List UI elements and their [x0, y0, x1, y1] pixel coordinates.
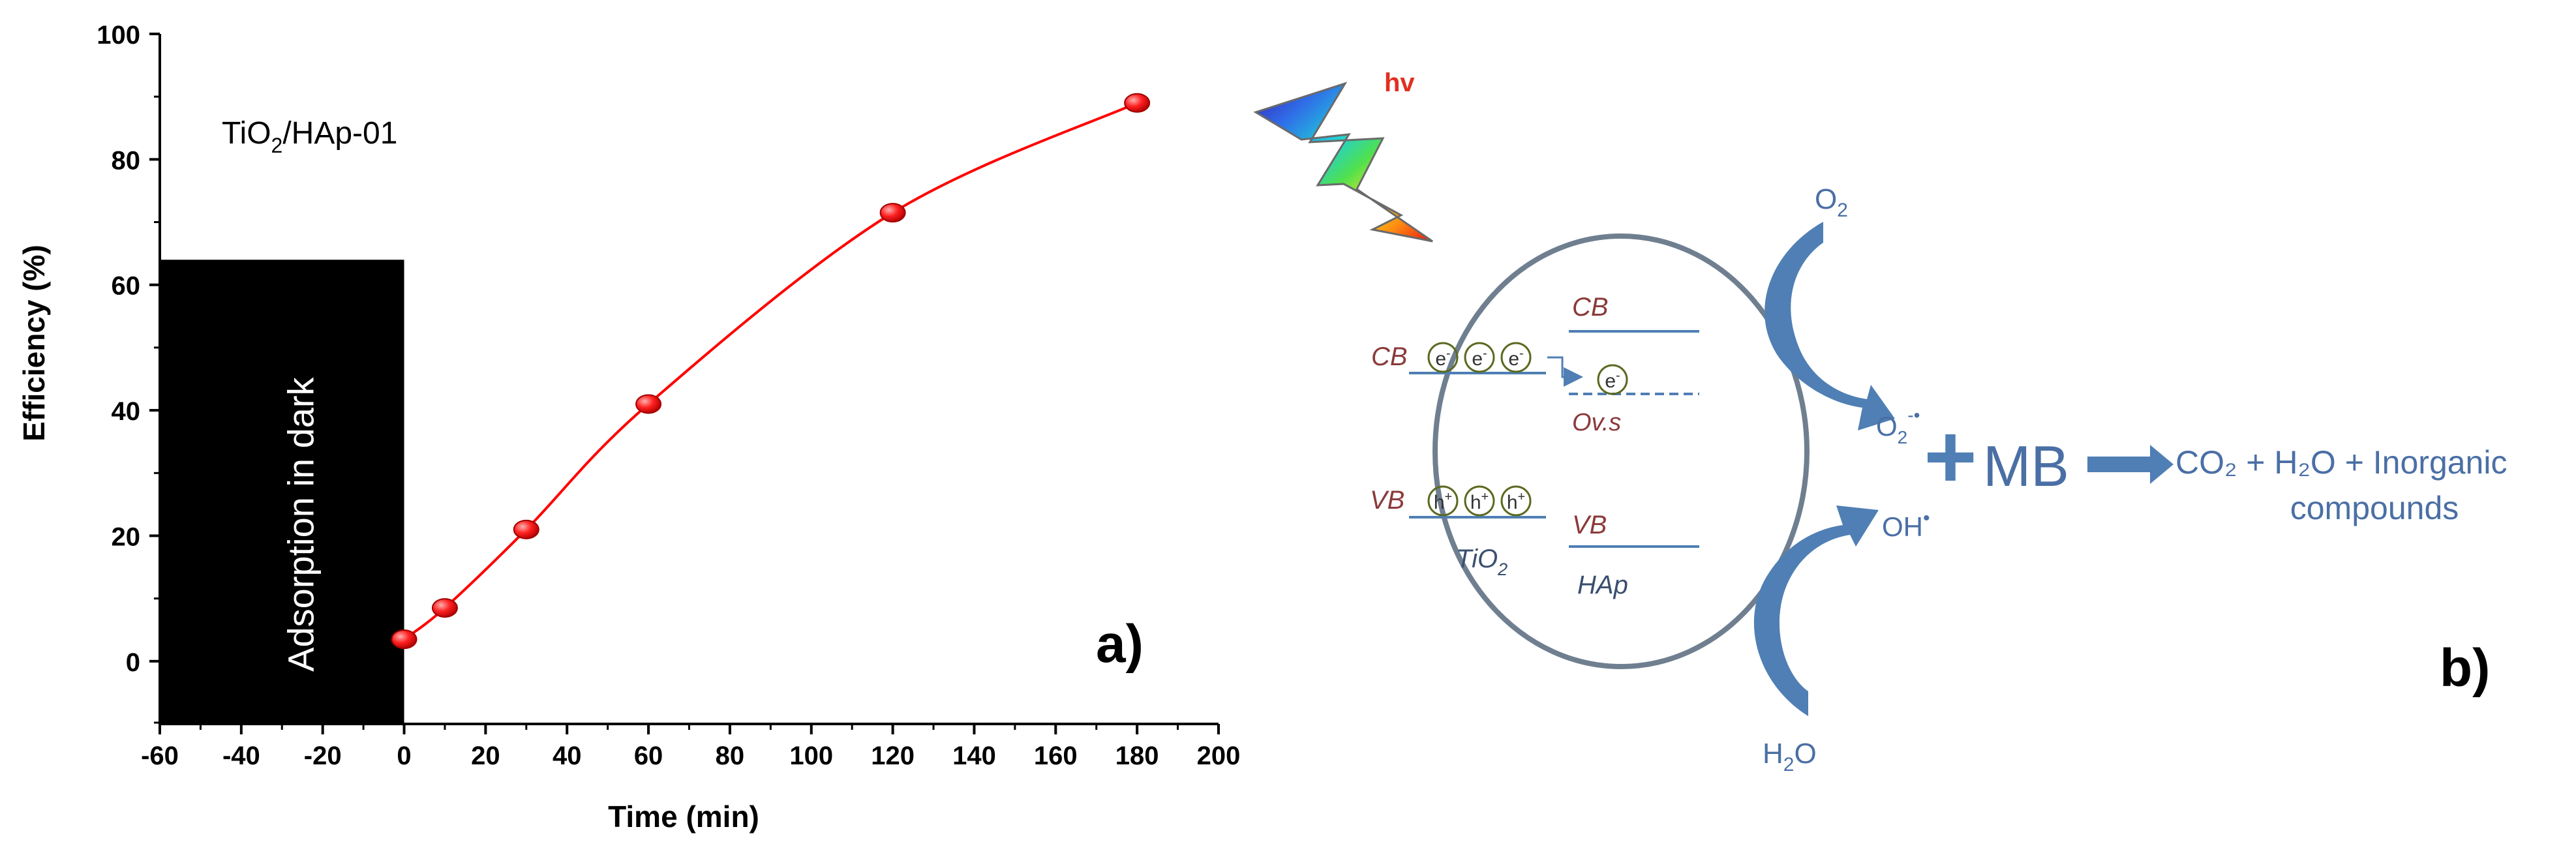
o2-label: O2	[1815, 183, 1848, 221]
x-tick-label: 120	[871, 742, 915, 770]
hap-label: HAp	[1577, 571, 1628, 599]
panel-a-label: a)	[1096, 614, 1144, 674]
hap-cb-label: CB	[1572, 293, 1609, 322]
y-tick-label: 0	[126, 648, 140, 677]
y-tick-label: 80	[112, 146, 141, 175]
products-line2: compounds	[2290, 490, 2459, 526]
dark-region-label: Adsorption in dark	[280, 376, 321, 671]
hole: h+	[1464, 485, 1495, 517]
x-tick-label: 140	[952, 742, 996, 770]
x-tick-label: 160	[1034, 742, 1078, 770]
products-line1: CO₂ + H₂O + Inorganic	[2175, 444, 2507, 481]
electron: e-	[1464, 342, 1495, 373]
particle-circle	[1432, 233, 1810, 669]
data-points	[391, 93, 1151, 650]
electron: e-	[1500, 342, 1532, 373]
svg-text:e-: e-	[1472, 346, 1487, 370]
electron-transfer-arrow	[1547, 356, 1583, 387]
x-tick-label: 80	[716, 742, 745, 770]
x-tick-label: 60	[634, 742, 663, 770]
y-axis-ticks: 0 20 40 60 80 100	[97, 21, 160, 724]
efficiency-chart: Adsorption in dark 0 20 40 60 80 100 -60 -40 -2…	[17, 21, 1240, 834]
x-tick-label: 0	[397, 742, 411, 770]
data-point	[431, 598, 458, 618]
hap-vb-label: VB	[1572, 511, 1607, 539]
svg-text:e-: e-	[1508, 346, 1523, 370]
y-tick-label: 20	[112, 522, 141, 551]
svg-text:e-: e-	[1435, 346, 1450, 370]
light-bolt-icon	[1253, 82, 1433, 243]
products-arrow	[2087, 445, 2174, 484]
x-axis-ticks: -60 -40 -20 0 20 40 60 80 100 120 140 160 180 200	[141, 724, 1240, 770]
hole: h+	[1500, 485, 1532, 517]
data-point	[513, 519, 539, 539]
tio2-label: TiO2	[1456, 545, 1508, 579]
y-axis-label: Efficiency (%)	[17, 245, 51, 442]
x-tick-label: 40	[553, 742, 582, 770]
x-tick-label: -40	[222, 742, 260, 770]
svg-text:h+: h+	[1434, 490, 1452, 513]
data-point	[635, 394, 662, 414]
hydroxyl-label: OH•	[1882, 507, 1930, 542]
dark-adsorption-region	[160, 260, 404, 725]
trapped-electron: e-	[1597, 364, 1628, 395]
svg-text:h+: h+	[1470, 490, 1489, 513]
svg-text:h+: h+	[1507, 490, 1525, 513]
data-point	[879, 203, 906, 223]
h2o-label: H2O	[1763, 738, 1817, 775]
o2-reduction-arrow	[1765, 222, 1895, 430]
hole: h+	[1427, 485, 1459, 517]
panel-b-label: b)	[2440, 639, 2490, 698]
fit-curve	[403, 101, 1138, 640]
x-tick-label: 180	[1115, 742, 1159, 770]
x-tick-label: 100	[789, 742, 833, 770]
superoxide-label: O2-•	[1876, 405, 1920, 447]
data-point	[1124, 93, 1151, 113]
mb-label: MB	[1983, 434, 2069, 498]
x-axis-label: Time (min)	[608, 800, 759, 834]
y-tick-label: 40	[112, 397, 141, 426]
tio2-cb-label: CB	[1371, 342, 1408, 371]
electron: e-	[1427, 342, 1459, 373]
y-tick-label: 60	[112, 272, 141, 301]
x-tick-label: 200	[1197, 742, 1241, 770]
data-point	[391, 629, 417, 650]
plus-sign: +	[1924, 405, 1977, 507]
sample-annotation: TiO2/HAp-01	[222, 116, 397, 157]
h2o-oxidation-arrow	[1753, 505, 1879, 716]
ovs-label: Ov.s	[1572, 409, 1621, 436]
x-tick-label: -60	[141, 742, 179, 770]
mechanism-diagram: hv CB VB e- e- e- h+ h+	[1253, 68, 2507, 775]
y-tick-label: 100	[97, 21, 140, 50]
svg-text:e-: e-	[1605, 368, 1620, 392]
x-tick-label: 20	[471, 742, 500, 770]
x-tick-label: -20	[304, 742, 342, 770]
hv-label: hv	[1384, 68, 1415, 97]
tio2-vb-label: VB	[1370, 486, 1404, 515]
